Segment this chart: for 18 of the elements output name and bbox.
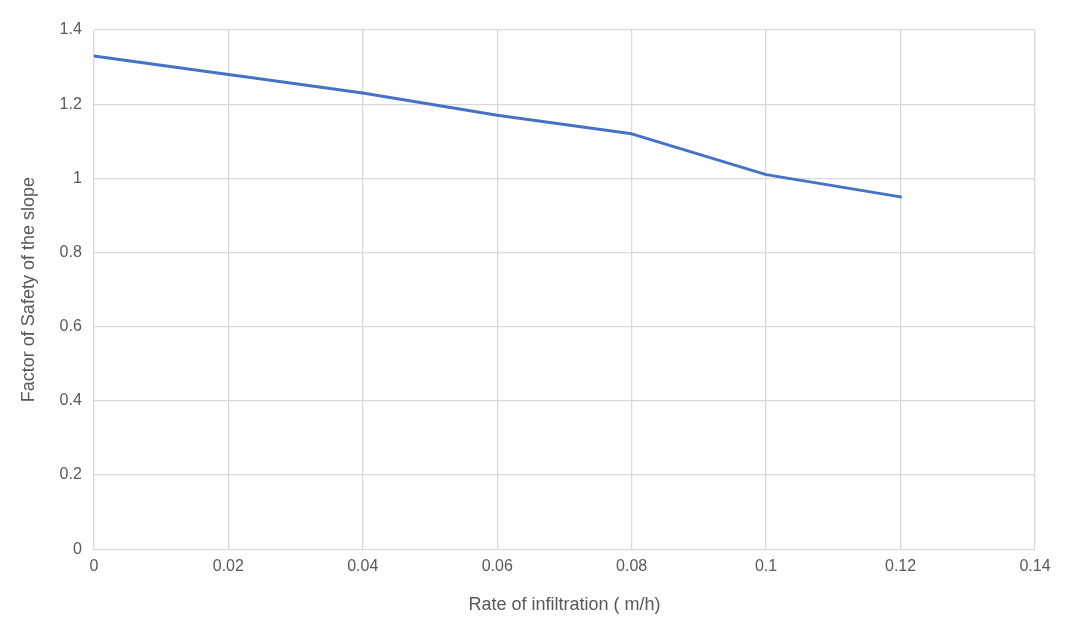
x-tick-label: 0.08 [616,557,648,575]
x-tick-label: 0.12 [884,557,917,575]
x-tick-label: 0 [89,557,99,575]
y-tick-label: 0.4 [59,391,82,409]
y-tick-label: 1 [72,168,82,186]
x-tick-label: 0.02 [212,557,244,575]
y-axis-title: Factor of Safety of the slope [17,177,38,403]
x-tick-label: 0.14 [1019,557,1051,575]
y-tick-label: 1.2 [59,94,82,112]
x-tick-label: 0.04 [347,557,379,575]
x-tick-label: 0.06 [481,557,513,575]
y-tick-label: 1.4 [59,20,82,38]
x-axis-title: Rate of infiltration ( m/h) [468,594,661,615]
y-tick-label: 0.6 [59,317,82,335]
y-tick-label: 0.8 [59,242,82,260]
y-tick-label: 0.2 [59,465,82,483]
y-tick-label: 0 [72,539,82,557]
x-tick-label: 0.1 [754,557,778,575]
